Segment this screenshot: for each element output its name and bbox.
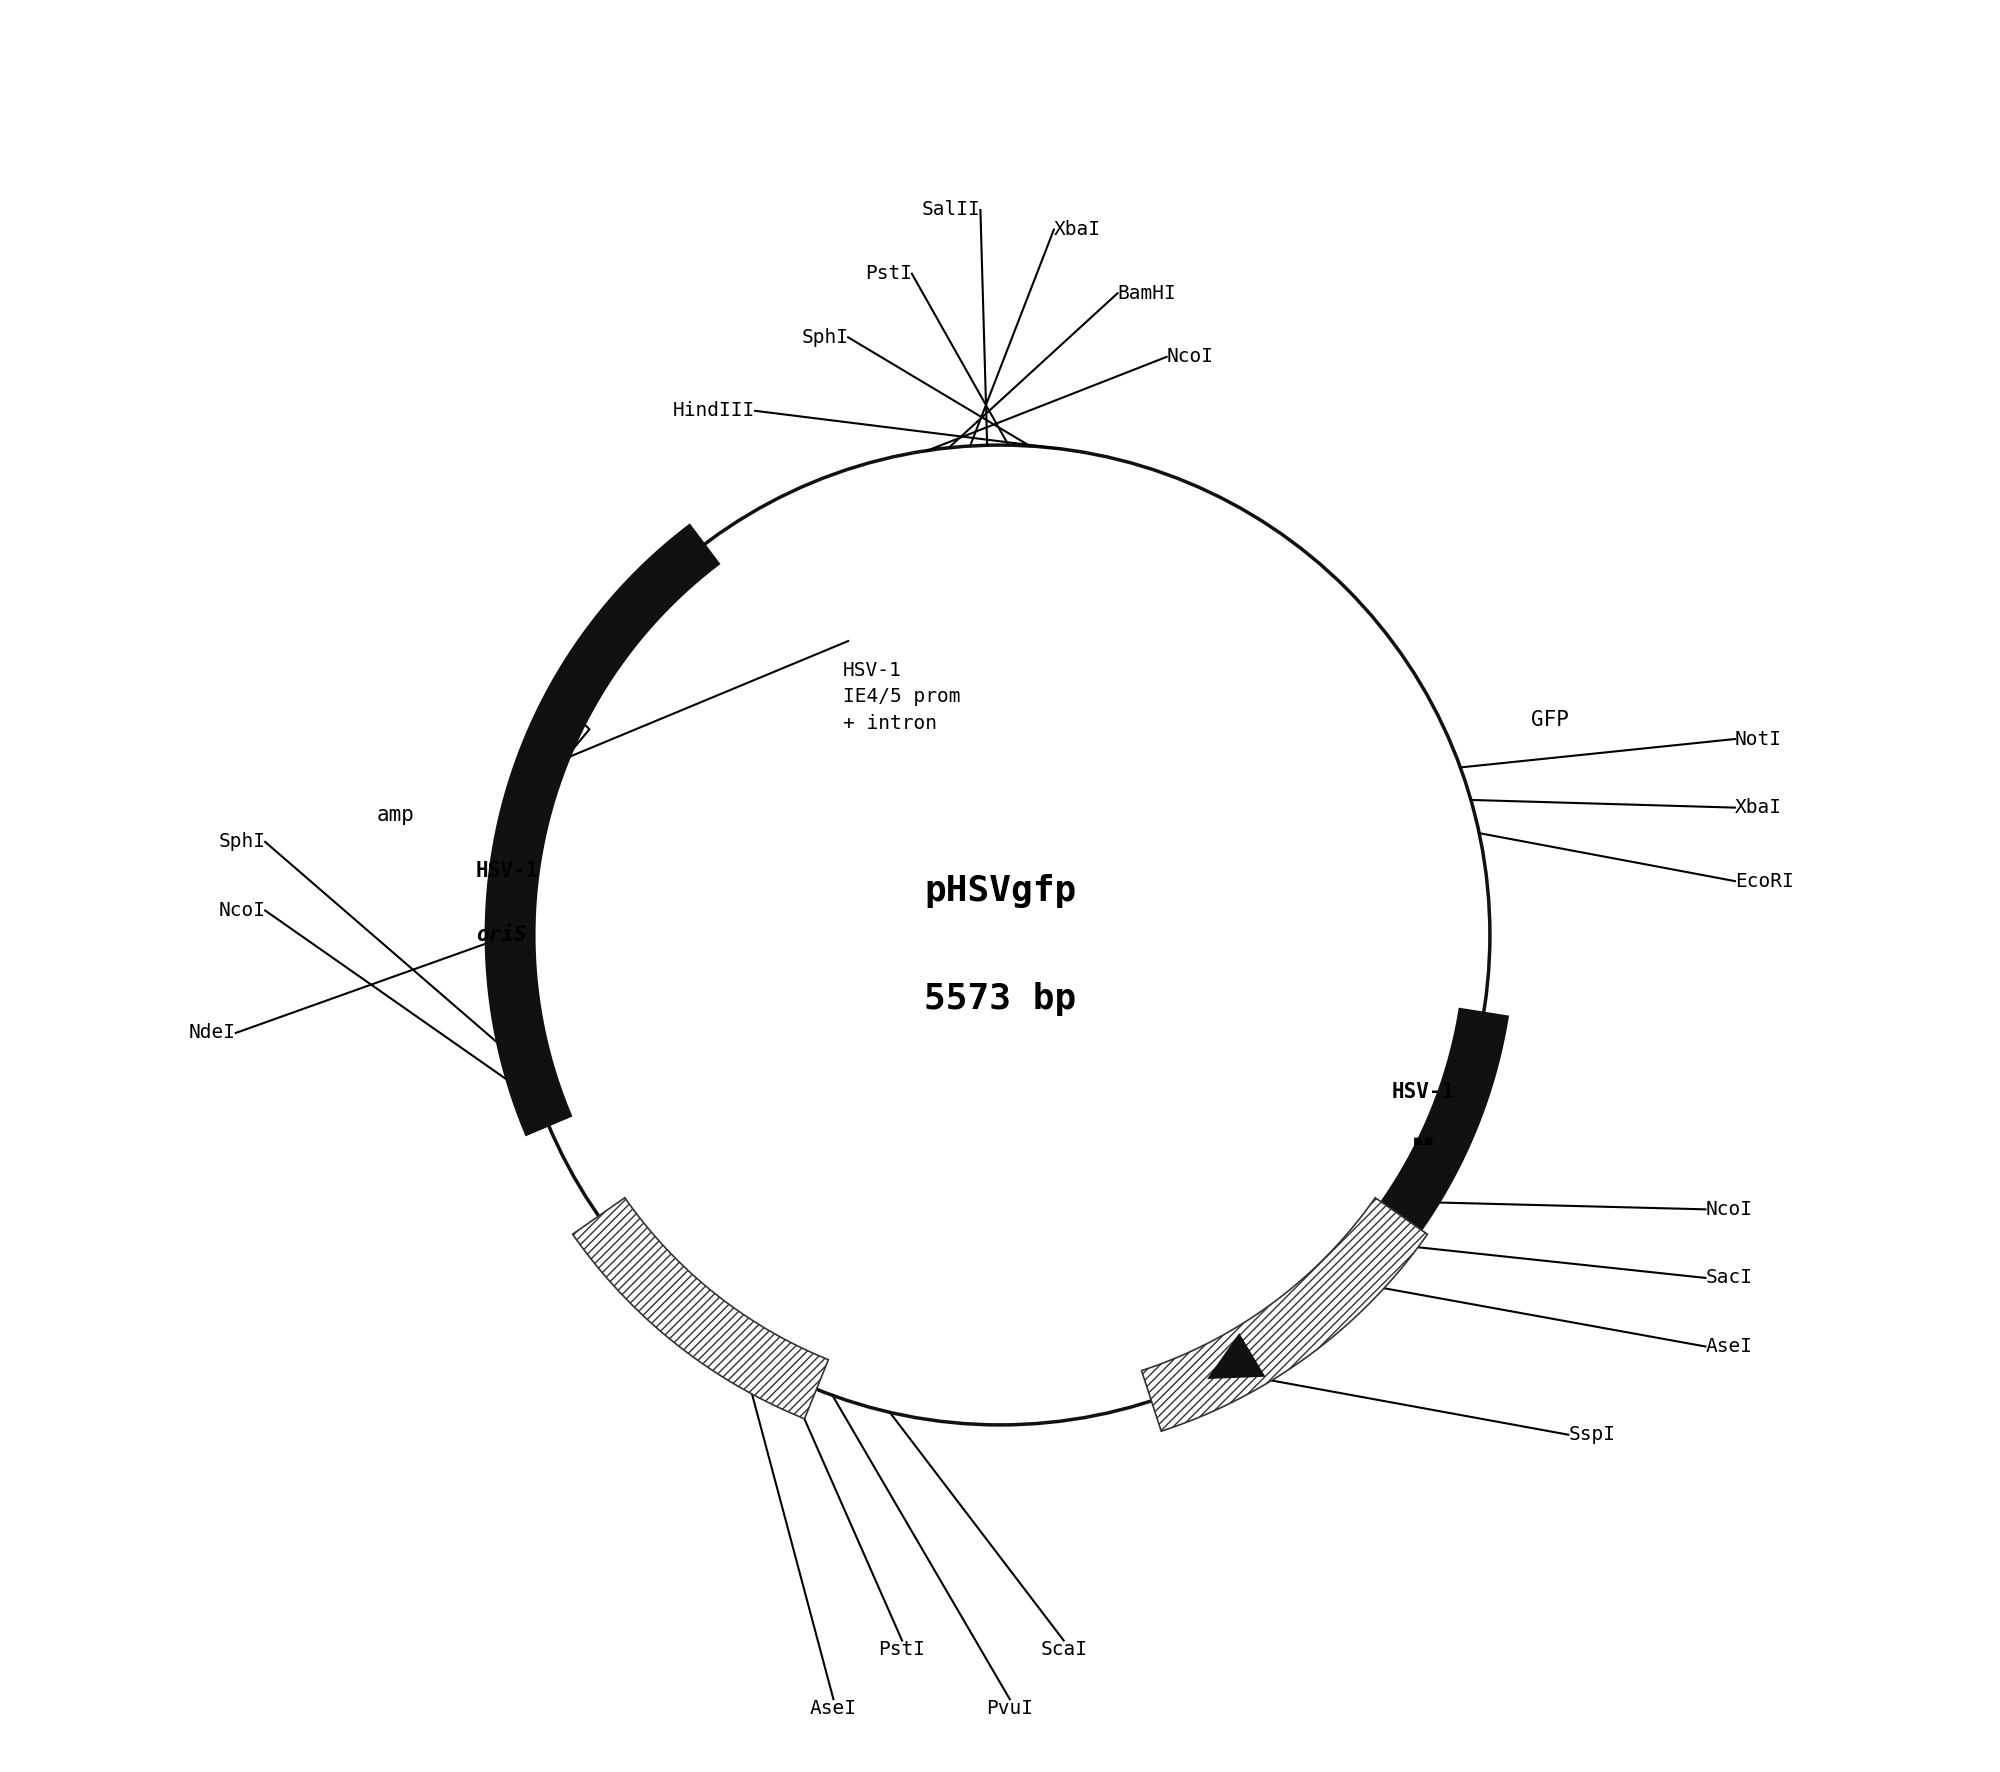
Polygon shape xyxy=(572,1198,828,1419)
Text: ScaI: ScaI xyxy=(1040,1641,1088,1659)
Text: AseI: AseI xyxy=(810,1699,856,1719)
Text: ▪▪: ▪▪ xyxy=(1412,1131,1436,1150)
Text: XbaI: XbaI xyxy=(1734,797,1782,817)
Text: 5573 bp: 5573 bp xyxy=(924,982,1076,1015)
Text: NdeI: NdeI xyxy=(188,1024,236,1042)
Polygon shape xyxy=(1142,1198,1428,1432)
Text: HSV-1: HSV-1 xyxy=(476,861,538,881)
Text: EcoRI: EcoRI xyxy=(1734,872,1794,891)
Text: HindIII: HindIII xyxy=(672,400,756,420)
Polygon shape xyxy=(1196,1008,1510,1402)
Text: PvuI: PvuI xyxy=(986,1699,1034,1719)
Text: HSV-1
IE4/5 prom
+ intron: HSV-1 IE4/5 prom + intron xyxy=(844,661,960,732)
Text: AseI: AseI xyxy=(1706,1338,1752,1356)
Text: oriS: oriS xyxy=(476,925,526,944)
Polygon shape xyxy=(648,544,706,595)
Text: XbaI: XbaI xyxy=(1054,220,1100,239)
Text: NcoI: NcoI xyxy=(218,900,266,920)
Text: BamHI: BamHI xyxy=(1118,284,1176,303)
Text: PstI: PstI xyxy=(878,1641,926,1659)
Text: SphI: SphI xyxy=(218,833,266,851)
Text: SspI: SspI xyxy=(1568,1425,1616,1444)
Text: NotI: NotI xyxy=(1734,730,1782,748)
Text: SacI: SacI xyxy=(1706,1269,1752,1288)
Text: PstI: PstI xyxy=(864,264,912,284)
Text: NcoI: NcoI xyxy=(1166,347,1214,367)
Text: HSV-1: HSV-1 xyxy=(1392,1081,1456,1102)
Text: pHSVgfp: pHSVgfp xyxy=(924,874,1076,907)
Text: GFP: GFP xyxy=(1532,711,1570,730)
Polygon shape xyxy=(1208,1333,1266,1379)
Text: amp: amp xyxy=(378,804,414,824)
Text: SphI: SphI xyxy=(802,328,848,347)
Text: SalII: SalII xyxy=(922,200,980,220)
Polygon shape xyxy=(484,523,720,1136)
Text: NcoI: NcoI xyxy=(1706,1200,1752,1219)
